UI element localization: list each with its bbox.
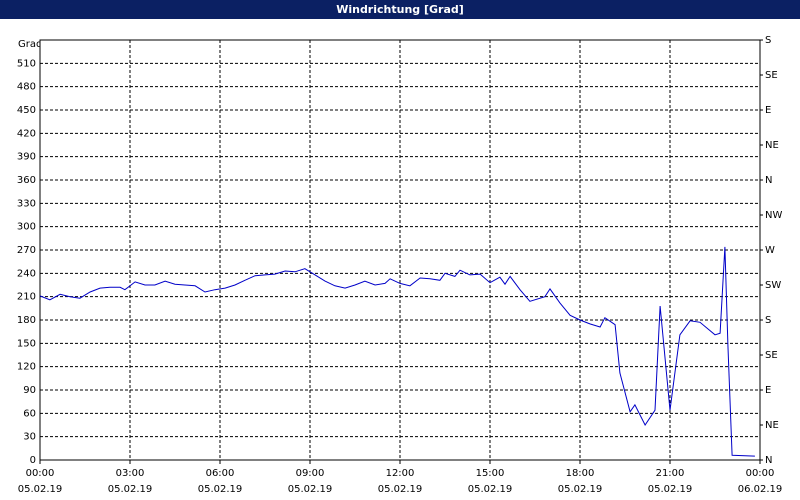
x-tick-date: 06.02.19 — [738, 484, 783, 495]
y-tick-label: 330 — [17, 198, 36, 209]
chart: Grad 0 30 60 90 120 150 180 210 240 270 300 330 360 3… — [17, 35, 783, 495]
y2-tick-label: S — [765, 315, 771, 326]
y-tick-label: 0 — [30, 455, 36, 466]
y-tick-label: 150 — [17, 338, 36, 349]
y-tick-label: 450 — [17, 105, 36, 116]
y-tick-label: 60 — [23, 408, 36, 419]
y2-tick-label: S — [765, 35, 771, 46]
y-tick-label: 270 — [17, 245, 36, 256]
x-tick-date: 05.02.19 — [378, 484, 423, 495]
x-tick-date: 05.02.19 — [648, 484, 693, 495]
y-tick-label: 390 — [17, 152, 36, 163]
y-tick-label: 420 — [17, 128, 36, 139]
y-tick-label: 240 — [17, 268, 36, 279]
y-tick-label: 480 — [17, 82, 36, 93]
y2-tick-label: E — [765, 105, 771, 116]
y-tick-label: 180 — [17, 315, 36, 326]
x-tick-label: 00:00 — [746, 468, 775, 479]
y-tick-label: 360 — [17, 175, 36, 186]
y2-tick-label: NE — [765, 420, 779, 431]
x-tick-date: 05.02.19 — [288, 484, 333, 495]
x-tick-label: 15:00 — [476, 468, 505, 479]
y2-tick-label: E — [765, 385, 771, 396]
y-tick-label: 90 — [23, 385, 36, 396]
x-tick-date: 05.02.19 — [468, 484, 513, 495]
y2-tick-label: SW — [765, 280, 781, 291]
y2-tick-label: W — [765, 245, 775, 256]
title-bar: Windrichtung [Grad] — [0, 0, 800, 19]
y-tick-label: 210 — [17, 292, 36, 303]
x-tick-label: 00:00 — [26, 468, 55, 479]
y2-tick-label: NW — [765, 210, 782, 221]
y2-tick-label: NE — [765, 140, 779, 151]
x-tick-label: 21:00 — [656, 468, 685, 479]
x-tick-label: 09:00 — [296, 468, 325, 479]
x-tick-label: 12:00 — [386, 468, 415, 479]
y-tick-label: 120 — [17, 362, 36, 373]
x-tick-date: 05.02.19 — [18, 484, 63, 495]
y2-tick-label: N — [765, 175, 772, 186]
y-axis-label: Grad — [18, 39, 42, 50]
y2-tick-label: SE — [765, 70, 778, 81]
x-tick-label: 03:00 — [116, 468, 145, 479]
x-tick-label: 06:00 — [206, 468, 235, 479]
y-tick-label: 300 — [17, 222, 36, 233]
y-tick-label: 510 — [17, 58, 36, 69]
x-tick-label: 18:00 — [566, 468, 595, 479]
data-line — [39, 246, 755, 457]
x-tick-date: 05.02.19 — [198, 484, 243, 495]
x-tick-date: 05.02.19 — [558, 484, 603, 495]
y2-tick-label: N — [765, 455, 772, 466]
y-tick-label: 30 — [23, 432, 36, 443]
y2-tick-label: SE — [765, 350, 778, 361]
x-tick-date: 05.02.19 — [108, 484, 153, 495]
